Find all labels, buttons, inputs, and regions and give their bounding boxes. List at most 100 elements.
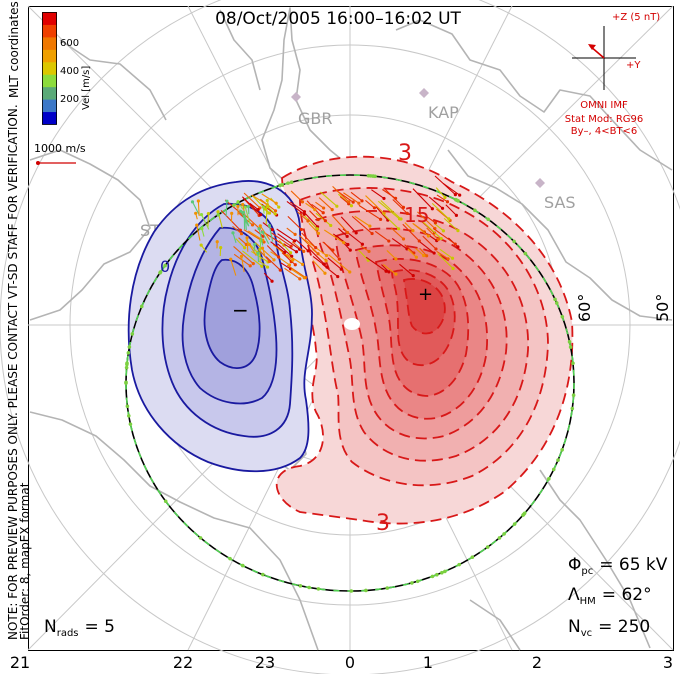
velocity-vector-origin: [240, 255, 243, 258]
colorbar-swatch: [42, 12, 57, 25]
velocity-vector-origin: [437, 238, 440, 241]
colorbar-label: Vel [m/s]: [81, 66, 92, 110]
velocity-vector-origin: [454, 193, 457, 196]
velocity-vector-origin: [412, 274, 415, 277]
velocity-vector-origin: [451, 257, 454, 260]
boundary-vector-origin: [286, 181, 290, 185]
mlt-tick-1: 1: [423, 653, 433, 672]
velocity-vector-origin: [207, 212, 210, 215]
velocity-vector-origin: [335, 205, 338, 208]
boundary-vector-origin: [457, 563, 461, 567]
imf-y-label: +Y: [626, 60, 641, 71]
velocity-vector-origin: [216, 210, 219, 213]
velocity-vector-origin: [274, 209, 277, 212]
boundary-vector-origin: [126, 404, 130, 408]
boundary-vector-origin: [261, 573, 265, 577]
boundary-vector-origin: [164, 499, 168, 503]
velocity-vector-origin: [307, 249, 310, 252]
fit-order-note: FitOrder: 8, mapEX format: [18, 482, 32, 640]
contour-label-3-top: 3: [398, 141, 412, 166]
velocity-vector-origin: [266, 199, 269, 202]
colorbar-swatch: [42, 99, 57, 112]
boundary-vector-origin: [473, 209, 477, 213]
velocity-vector-origin: [325, 259, 328, 262]
boundary-vector-origin: [471, 555, 475, 559]
velocity-vector-origin: [434, 221, 437, 224]
velocity-vector-origin: [248, 243, 251, 246]
velocity-vector-origin: [300, 228, 303, 231]
boundary-vector-origin: [522, 513, 526, 517]
velocity-vector-origin: [251, 223, 254, 226]
boundary-vector-origin: [440, 571, 444, 575]
velocity-vector-origin: [394, 273, 397, 276]
velocity-vector-origin: [455, 214, 458, 217]
station-label-gbr: GBR: [298, 109, 333, 128]
velocity-vector-origin: [240, 232, 243, 235]
boundary-vector-origin: [299, 584, 303, 588]
velocity-vector-origin: [298, 277, 301, 280]
velocity-vector-origin: [236, 200, 239, 203]
boundary-vector-origin: [498, 536, 502, 540]
station-label-kap: KAP: [428, 103, 459, 122]
velocity-vector-origin: [258, 248, 261, 251]
potential-min-mark: −: [232, 298, 249, 322]
velocity-vector-origin: [200, 227, 203, 230]
velocity-vector-origin: [441, 207, 444, 210]
velocity-vector-origin: [360, 199, 363, 202]
boundary-vector-origin: [571, 407, 575, 411]
colorbar-tick-400: 400: [60, 66, 79, 77]
colorbar-swatch: [42, 49, 57, 62]
velocity-vector-origin: [219, 246, 222, 249]
velocity-vector-origin: [342, 241, 345, 244]
velocity-vector-origin: [349, 248, 352, 251]
boundary-vector-origin: [317, 587, 321, 591]
velocity-vector-origin: [370, 232, 373, 235]
velocity-vector-origin: [316, 227, 319, 230]
velocity-vector-origin: [447, 217, 450, 220]
boundary-vector-origin: [129, 422, 133, 426]
boundary-vector-origin: [486, 217, 490, 221]
boundary-vector-origin: [486, 545, 490, 549]
velocity-vector-origin: [367, 250, 370, 253]
boundary-vector-origin: [127, 414, 131, 418]
boundary-vector-origin: [241, 564, 245, 568]
colorbar-swatch: [42, 87, 57, 100]
velocity-vector-origin: [301, 200, 304, 203]
velocity-vector-origin: [451, 267, 454, 270]
boundary-vector-origin: [502, 532, 506, 536]
imf-condition: By–, 4<BT<6: [571, 126, 638, 137]
boundary-vector-origin: [571, 361, 575, 365]
velocity-vector-origin: [261, 231, 264, 234]
velocity-vector-origin: [265, 205, 268, 208]
velocity-vector-origin: [253, 243, 256, 246]
boundary-vector-origin: [431, 575, 435, 579]
boundary-vector-origin: [552, 468, 556, 472]
boundary-vector-origin: [561, 315, 565, 319]
boundary-vector-origin: [125, 366, 129, 370]
mlt-tick-21: 21: [10, 653, 30, 672]
boundary-vector-origin: [547, 477, 551, 481]
velocity-vector-origin: [352, 201, 355, 204]
velocity-vector-origin: [261, 246, 264, 249]
boundary-vector-origin: [228, 557, 232, 561]
colorbar-swatch: [42, 37, 57, 50]
velocity-vector-origin: [425, 254, 428, 257]
velocity-vector-origin: [322, 206, 325, 209]
velocity-vector-origin: [394, 257, 397, 260]
velocity-vector-origin: [340, 268, 343, 271]
velocity-vector-origin: [236, 205, 239, 208]
velocity-vector-origin: [418, 239, 421, 242]
velocity-vector-origin: [231, 231, 234, 234]
velocity-vector-origin: [458, 194, 461, 197]
boundary-vector-origin: [350, 589, 354, 593]
boundary-vector-origin: [278, 184, 282, 188]
colorbar-tick-600: 600: [60, 38, 79, 49]
velocity-vector-origin: [277, 205, 280, 208]
velocity-vector-origin: [291, 259, 294, 262]
velocity-vector-origin: [329, 224, 332, 227]
velocity-vector-origin: [313, 208, 316, 211]
boundary-vector-origin: [216, 213, 220, 217]
boundary-vector-origin: [131, 332, 135, 336]
velocity-vector-origin: [317, 218, 320, 221]
